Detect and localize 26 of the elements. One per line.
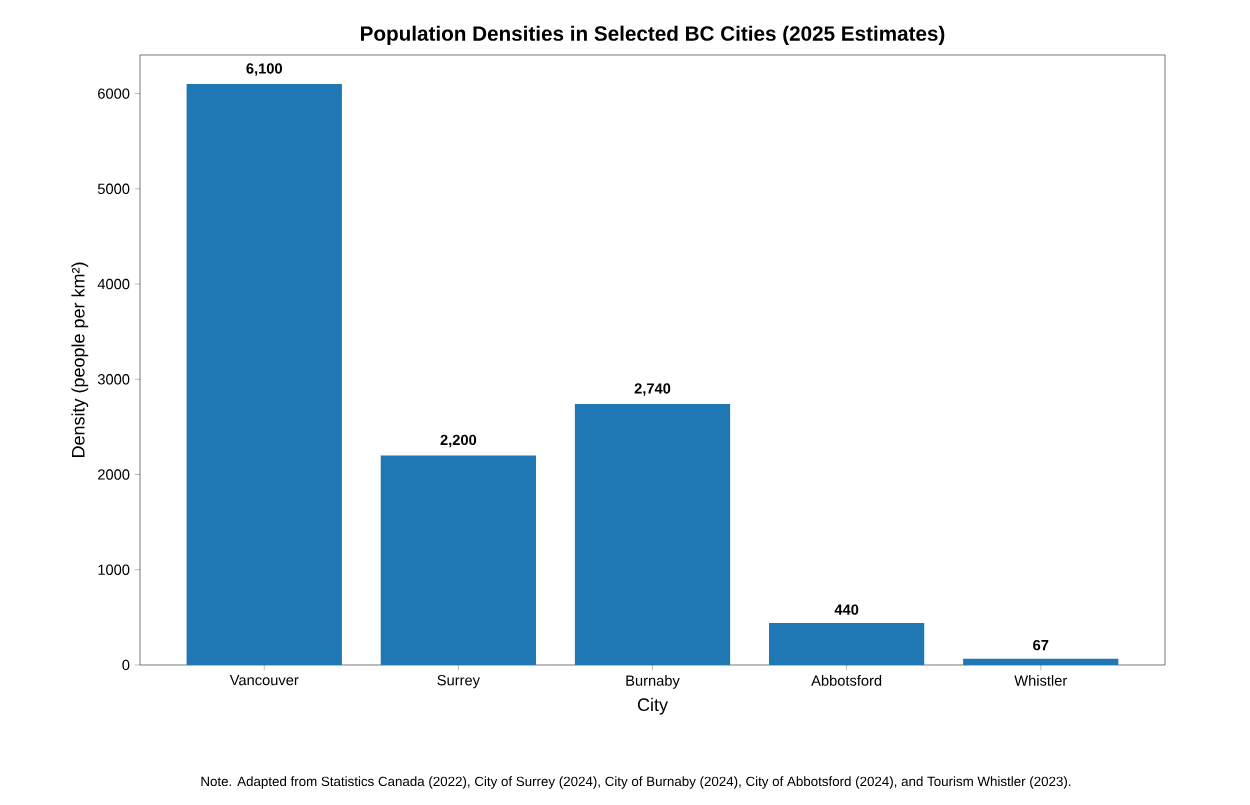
data-label: 440 [834, 604, 859, 615]
x-tick-label: Abbotsford [811, 675, 882, 686]
x-axis-title: City [637, 697, 668, 715]
bar [380, 455, 537, 665]
text: Note. Adapted from Statistics Canada (2022), City of Surrey (2024), City of Burnaby (2024), City of Abbotsford (2024), and Tourism Whistler (2023). [201, 776, 1071, 789]
bar [768, 623, 925, 665]
y-tick-label: 4000 [97, 278, 130, 290]
data-label: 67 [1033, 639, 1049, 651]
y-axis-title: Density (people per km²) [71, 262, 89, 458]
data-label: 2,740 [634, 383, 671, 396]
data-label: 6,100 [246, 63, 282, 76]
data-label: 2,200 [440, 434, 477, 448]
x-tick-label: Burnaby [626, 675, 680, 689]
y-tick-label: 0 [122, 659, 130, 671]
x-tick-label: Surrey [437, 675, 480, 689]
y-tick-label: 3000 [97, 374, 130, 385]
bar [963, 658, 1119, 665]
y-tick-label: 6000 [98, 88, 130, 99]
x-tick-label: Vancouver [229, 675, 299, 686]
x-tick-label: Whistler [1014, 675, 1067, 686]
bar [574, 404, 731, 665]
y-tick-label: 5000 [97, 183, 130, 194]
bar [186, 84, 342, 665]
y-tick-label: 2000 [98, 469, 130, 480]
chart-title: Population Densities in Selected BC Cities (2025 Estimates) [361, 25, 945, 45]
y-tick-label: 1000 [98, 564, 130, 575]
